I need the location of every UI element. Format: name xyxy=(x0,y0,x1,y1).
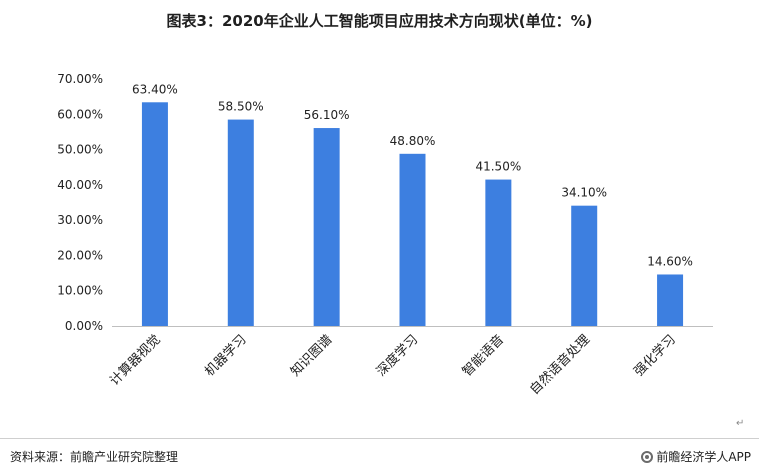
y-tick-label: 50.00% xyxy=(57,143,103,157)
source-note: 资料来源：前瞻产业研究院整理 xyxy=(10,450,179,464)
x-category-label: 机器学习 xyxy=(202,332,250,380)
brand-name: 前瞻经济学人APP xyxy=(656,450,751,464)
bar xyxy=(313,128,340,326)
chart-title: 图表3：2020年企业人工智能项目应用技术方向现状(单位：%) xyxy=(166,12,593,30)
y-tick-label: 40.00% xyxy=(57,178,103,192)
y-tick-label: 30.00% xyxy=(57,213,103,227)
bar xyxy=(399,153,426,326)
bar-value-label: 58.50% xyxy=(218,100,264,114)
x-category-label: 智能语音 xyxy=(459,332,507,380)
bar xyxy=(571,205,598,326)
x-category-label: 深度学习 xyxy=(373,332,421,380)
bar-value-label: 56.10% xyxy=(304,108,350,122)
bar-value-labels: 63.40% 58.50% 56.10% 48.80% 41.50% 34.10% 14.6… xyxy=(132,82,693,268)
bar xyxy=(141,102,168,326)
bar-value-label: 48.80% xyxy=(390,134,436,148)
x-category-label: 计算器视觉 xyxy=(107,332,164,389)
y-axis: 0.00% 10.00% 20.00% 30.00% 40.00% 50.00% 60.00… xyxy=(57,72,103,333)
bar xyxy=(227,119,254,326)
return-mark: ↵ xyxy=(736,418,745,429)
y-tick-label: 0.00% xyxy=(65,319,103,333)
bar xyxy=(657,274,684,326)
y-tick-label: 10.00% xyxy=(57,284,103,298)
bar-value-label: 34.10% xyxy=(561,186,607,200)
y-tick-label: 20.00% xyxy=(57,248,103,262)
x-category-label: 知识图谱 xyxy=(287,332,335,380)
x-category-label: 自然语音处理 xyxy=(527,332,593,398)
bar-chart: 0.00% 10.00% 20.00% 30.00% 40.00% 50.00% 60.00… xyxy=(57,72,713,398)
footer: 资料来源：前瞻产业研究院整理 前瞻经济学人APP xyxy=(0,438,759,470)
bar-value-label: 14.60% xyxy=(647,254,693,268)
x-axis: 计算器视觉 机器学习 知识图谱 深度学习 智能语音 自然语音处理 强化学习 xyxy=(107,326,713,398)
bar xyxy=(485,179,512,326)
brand: 前瞻经济学人APP xyxy=(641,448,751,465)
brand-logo-icon xyxy=(641,450,654,463)
y-tick-label: 70.00% xyxy=(57,72,103,86)
bar-value-label: 41.50% xyxy=(475,160,521,174)
y-tick-label: 60.00% xyxy=(57,107,103,121)
bars xyxy=(141,102,684,326)
x-category-label: 强化学习 xyxy=(631,332,679,380)
bar-value-label: 63.40% xyxy=(132,82,178,96)
